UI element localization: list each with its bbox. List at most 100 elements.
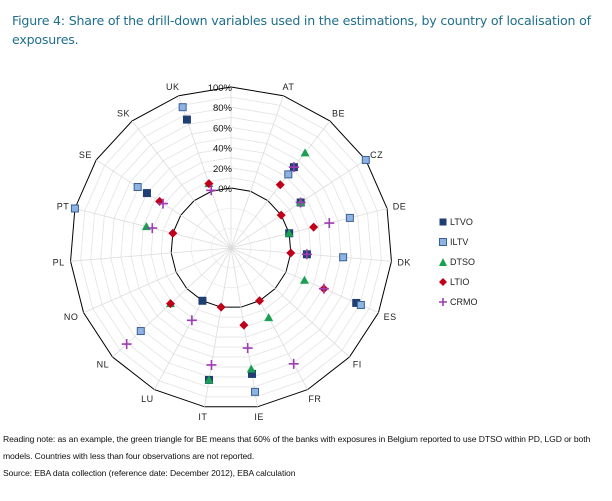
axis-spoke [70, 247, 232, 262]
marker-dtso-fr [264, 313, 274, 322]
category-label-se: SE [79, 150, 92, 160]
marker-crmo-de [324, 218, 335, 229]
marker-iltv-dk [339, 253, 348, 262]
legend-item-ltvo: LTVO [438, 212, 478, 232]
marker-ltio-pt [168, 228, 178, 238]
grid-ring [110, 126, 352, 368]
category-label-es: ES [384, 312, 397, 322]
grid-ring [150, 167, 312, 328]
legend-item-ltio: LTIO [438, 272, 478, 292]
legend-item-dtso: DTSO [438, 252, 478, 272]
legend-item-crmo: CRMO [438, 292, 478, 312]
inner-grid-ring [210, 227, 252, 269]
marker-dtso-be [300, 148, 310, 157]
marker-crmo-cz [295, 197, 306, 208]
category-label-dk: DK [397, 258, 411, 268]
grid-ring [90, 106, 372, 388]
category-label-cz: CZ [370, 150, 383, 160]
legend-label: CRMO [450, 297, 478, 307]
marker-crmo-ie [242, 343, 253, 354]
category-label-fi: FI [353, 359, 362, 369]
legend-square-icon [438, 238, 448, 246]
radial-tick-labels: 0% 20% 40% 60% 80% 100% [208, 83, 233, 195]
grid-ring [80, 96, 382, 398]
radial-tick-label: 100% [208, 83, 233, 94]
legend-label: ILTV [450, 237, 469, 247]
category-label-de: DE [393, 202, 407, 212]
axis-spoke [131, 120, 232, 249]
marker-ltio-ie [239, 320, 249, 330]
legend-item-iltv: ILTV [438, 232, 478, 252]
marker-ltio-be [275, 180, 285, 190]
category-label-ie: IE [254, 412, 264, 422]
marker-crmo-es [318, 283, 329, 294]
marker-iltv-se [133, 183, 142, 192]
marker-dtso-es [299, 275, 309, 284]
marker-ltio-fr [255, 296, 265, 306]
marker-iltv-pt [70, 204, 79, 213]
inner-grid-ring [190, 207, 272, 288]
category-labels: AT BE CZ DE DK ES FI FR IE IT LU NL NO PL PT SE SK UK [53, 82, 411, 422]
grid-ring [120, 137, 342, 358]
category-label-it: IT [198, 412, 207, 422]
category-label-pt: PT [57, 202, 70, 212]
marker-iltv-cz [361, 155, 370, 164]
legend-plus-icon [438, 298, 448, 306]
axis-spoke [230, 247, 350, 358]
category-label-no: NO [64, 312, 79, 322]
outer-ring [70, 86, 392, 408]
legend: LTVO ILTV DTSO LTIO CRMO [438, 212, 478, 312]
marker-iltv-be [284, 170, 293, 179]
marker-ltio-nl [166, 299, 176, 309]
legend-diamond-icon [438, 278, 448, 286]
marker-ltio-it [216, 302, 226, 312]
figure-title: Figure 4: Share of the drill-down variab… [12, 13, 591, 47]
marker-iltv-de [345, 213, 354, 222]
axis-spoke [230, 95, 284, 249]
legend-square-icon [438, 218, 448, 226]
marker-iltv-es [356, 300, 365, 309]
radial-tick-label: 80% [213, 103, 233, 114]
marker-ltvo-lu [198, 296, 207, 305]
marker-ltio-dk [286, 248, 296, 258]
marker-crmo-it [206, 359, 217, 370]
marker-ltvo-se [142, 189, 151, 198]
marker-dtso-ie [246, 364, 256, 373]
radial-tick-label: 20% [213, 164, 233, 175]
category-label-sk: SK [117, 109, 130, 119]
radial-tick-label: 60% [213, 123, 233, 134]
category-label-uk: UK [166, 82, 180, 92]
marker-iltv-nl [136, 327, 145, 336]
marker-crmo-be [288, 162, 299, 173]
legend-triangle-icon [438, 258, 448, 266]
grid-ring [100, 116, 362, 378]
legend-label: DTSO [450, 257, 476, 267]
category-label-nl: NL [97, 359, 110, 369]
category-label-pl: PL [53, 258, 65, 268]
category-label-at: AT [283, 82, 295, 92]
source-note: Source: EBA data collection (reference d… [3, 468, 296, 478]
legend-label: LTIO [450, 277, 470, 287]
radial-tick-label: 0% [218, 184, 232, 195]
marker-dtso-de [284, 228, 294, 237]
grid-ring [140, 157, 322, 338]
category-label-lu: LU [141, 394, 154, 404]
marker-iltv-uk [178, 103, 187, 112]
category-label-be: BE [332, 109, 345, 119]
grid-ring [130, 147, 332, 348]
reading-note: Reading note: as an example, the green t… [3, 434, 591, 461]
grid-ring [160, 177, 302, 318]
axis-spoke [83, 247, 232, 314]
marker-crmo-nl [121, 339, 132, 350]
marker-crmo-dk [301, 249, 312, 260]
figure-footer: Reading note: as an example, the green t… [3, 431, 609, 482]
marker-iltv-ie [251, 387, 260, 396]
axis-spoke [230, 208, 388, 249]
radial-tick-label: 40% [213, 144, 233, 155]
category-label-fr: FR [308, 394, 321, 404]
marker-crmo-fr [288, 358, 299, 369]
marker-dtso-it [204, 375, 214, 384]
marker-crmo-uk [206, 185, 217, 196]
marker-crmo-se [158, 198, 169, 209]
marker-ltvo-uk [182, 115, 191, 124]
